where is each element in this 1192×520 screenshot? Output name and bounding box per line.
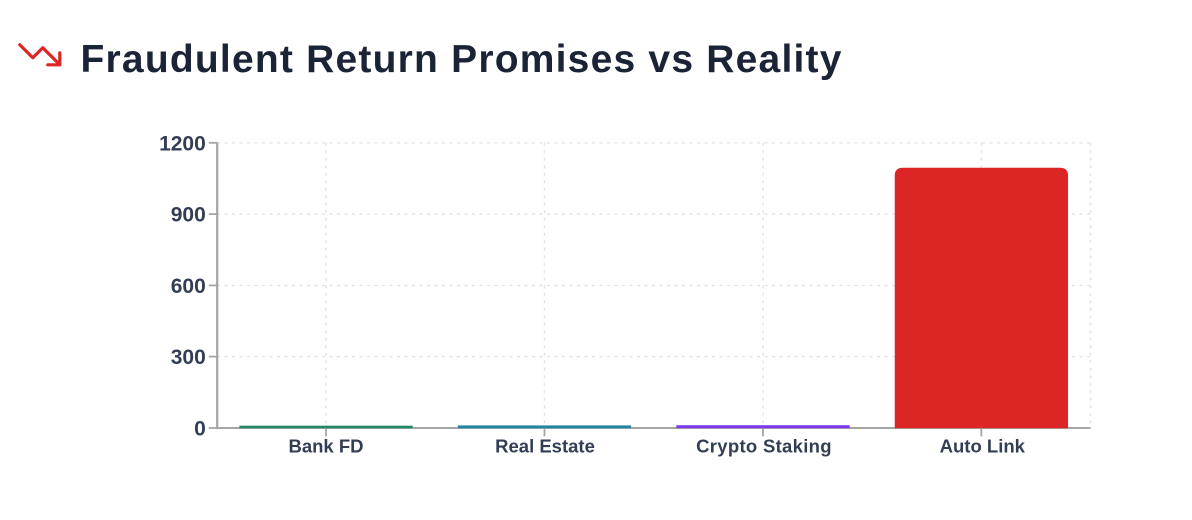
svg-text:900: 900 — [171, 204, 206, 227]
svg-text:300: 300 — [171, 346, 206, 369]
svg-text:Real Estate: Real Estate — [495, 436, 595, 457]
svg-text:Auto Link: Auto Link — [940, 436, 1026, 457]
svg-text:1200: 1200 — [159, 132, 206, 155]
svg-text:Bank FD: Bank FD — [288, 436, 363, 457]
svg-text:Crypto Staking: Crypto Staking — [696, 436, 832, 457]
svg-text:600: 600 — [171, 275, 206, 298]
svg-text:Fraudulent Return Promises vs: Fraudulent Return Promises vs Reality — [81, 38, 843, 81]
svg-text:0: 0 — [194, 418, 206, 441]
